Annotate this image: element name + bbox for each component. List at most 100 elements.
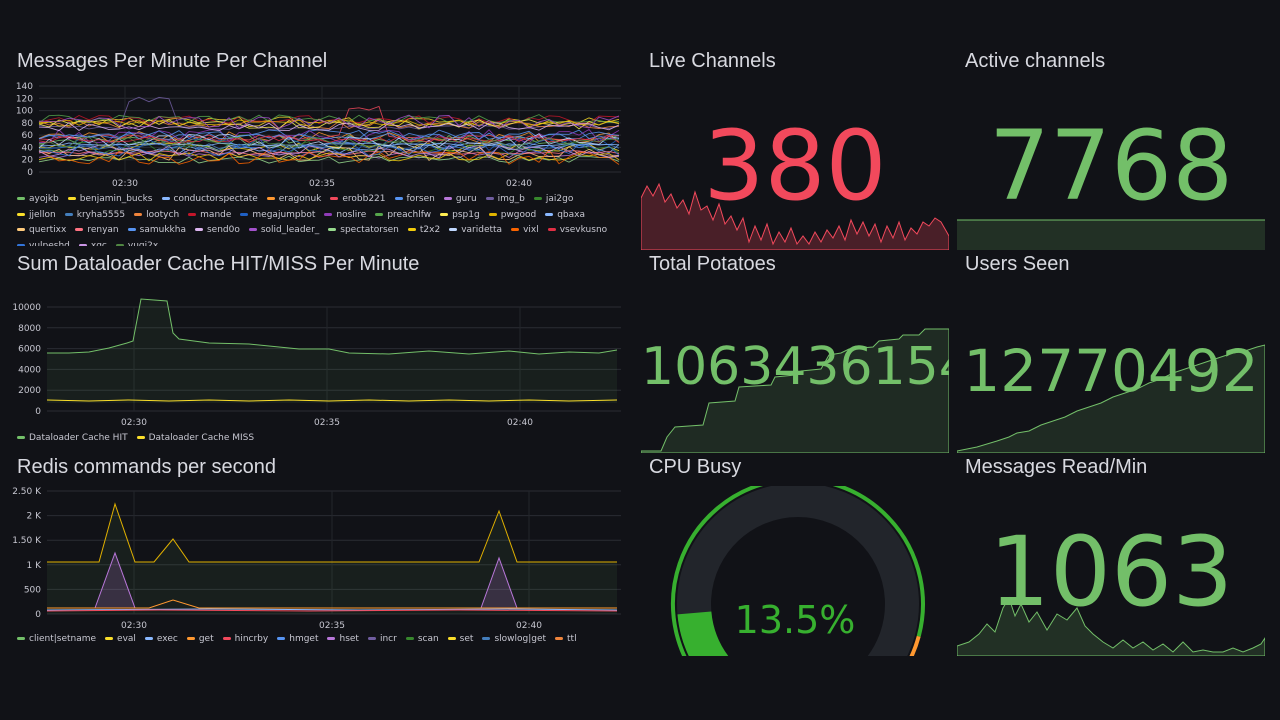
- legend-label: noslire: [336, 209, 367, 220]
- legend-item[interactable]: Dataloader Cache HIT: [17, 431, 128, 447]
- legend-item[interactable]: scan: [405, 632, 439, 648]
- legend-item[interactable]: ayojkb: [17, 192, 59, 208]
- messages-y-tick: 120: [16, 94, 33, 104]
- legend-label: img_b: [497, 194, 525, 204]
- legend-label: qbaxa: [557, 209, 585, 220]
- legend-swatch: [405, 637, 414, 640]
- panel-redis-commands[interactable]: Redis commands per second 2.50 K 2 K 1.50 …: [9, 456, 631, 652]
- legend-item[interactable]: solid_leader_: [248, 223, 319, 239]
- legend-item[interactable]: Dataloader Cache MISS: [136, 431, 254, 447]
- panel-dataloader-cache[interactable]: Sum Dataloader Cache HIT/MISS Per Minute…: [9, 253, 631, 448]
- legend-item[interactable]: img_b: [485, 192, 525, 208]
- legend-item[interactable]: jjellon: [17, 208, 56, 224]
- legend-item[interactable]: vixl: [511, 223, 539, 239]
- legend-item[interactable]: psp1g: [440, 208, 480, 224]
- panel-total-potatoes[interactable]: Total Potatoes 1063436154: [641, 253, 949, 453]
- legend-item[interactable]: kryha5555: [64, 208, 125, 224]
- legend-item[interactable]: quertixx: [17, 223, 66, 239]
- legend-label: exec: [156, 634, 178, 644]
- legend-item[interactable]: hmget: [277, 632, 318, 648]
- legend-item[interactable]: spectatorsen: [328, 223, 399, 239]
- legend-item[interactable]: slowlog|get: [482, 632, 546, 648]
- legend-swatch: [240, 212, 249, 216]
- messages-chart[interactable]: 140 120 100 80 60 40 20 0 02:30 02:35 02:40: [9, 78, 631, 218]
- legend-item[interactable]: ttl: [555, 632, 577, 648]
- legend-item[interactable]: t2x2: [407, 223, 440, 239]
- legend-swatch: [449, 228, 458, 231]
- messages-y-tick: 140: [16, 82, 33, 92]
- redis-y-tick: 500: [24, 585, 41, 595]
- legend-label: jjellon: [29, 209, 56, 220]
- legend-item[interactable]: erobb221: [330, 192, 386, 208]
- messages-legend: ayojkb benjamin_bucks conductorspectate era…: [17, 192, 622, 246]
- legend-item[interactable]: benjamin_bucks: [67, 192, 153, 208]
- panel-title: Messages Per Minute Per Channel: [17, 50, 328, 72]
- legend-item[interactable]: forsen: [394, 192, 435, 208]
- legend-item[interactable]: qbaxa: [545, 208, 585, 224]
- users-seen-value: 12770492: [963, 337, 1259, 405]
- cache-y-tick: 0: [35, 407, 41, 417]
- legend-swatch: [545, 212, 554, 216]
- legend-item[interactable]: get: [186, 632, 214, 648]
- users-seen-sparkline: [957, 344, 1265, 453]
- legend-item[interactable]: vulpeshd: [17, 239, 70, 246]
- legend-item[interactable]: noslire: [324, 208, 366, 224]
- legend-item[interactable]: eval: [105, 632, 136, 648]
- legend-swatch: [248, 228, 257, 231]
- legend-item[interactable]: hincrby: [222, 632, 269, 648]
- legend-item[interactable]: incr: [367, 632, 397, 648]
- legend-item[interactable]: varidetta: [449, 223, 502, 239]
- legend-label: jai2go: [545, 194, 574, 204]
- panel-live-channels[interactable]: Live Channels 380: [641, 50, 949, 250]
- redis-chart[interactable]: 2.50 K 2 K 1.50 K 1 K 500 0 02:30 02:35 02:40: [9, 484, 631, 634]
- legend-item[interactable]: yugi2x: [115, 239, 158, 246]
- legend-item[interactable]: hset: [327, 632, 359, 648]
- legend-swatch: [367, 637, 376, 640]
- legend-item[interactable]: lootych: [134, 208, 179, 224]
- legend-item[interactable]: client|setname: [17, 632, 96, 648]
- panel-users-seen[interactable]: Users Seen 12770492: [957, 253, 1265, 453]
- legend-label: erobb221: [342, 194, 386, 204]
- legend-item[interactable]: pwgood: [488, 208, 536, 224]
- legend-label: eval: [117, 634, 136, 644]
- legend-item[interactable]: guru: [443, 192, 477, 208]
- messages-read-sparkline: [957, 596, 1265, 656]
- panel-cpu-busy[interactable]: CPU Busy 13.5%: [641, 456, 949, 656]
- legend-swatch: [136, 436, 145, 439]
- messages-y-tick: 20: [22, 156, 34, 166]
- legend-item[interactable]: renyan: [75, 223, 119, 239]
- legend-item[interactable]: set: [447, 632, 473, 648]
- panel-messages-per-minute[interactable]: Messages Per Minute Per Channel 140 120 10…: [9, 50, 631, 246]
- legend-item[interactable]: samukkha: [127, 223, 186, 239]
- cache-miss-line: [46, 399, 618, 402]
- series-line-jjellon: [38, 116, 620, 128]
- legend-label: renyan: [87, 225, 119, 235]
- legend-item[interactable]: jai2go: [533, 192, 574, 208]
- cache-x-tick: 02:30: [121, 418, 147, 428]
- legend-item[interactable]: send0o: [194, 223, 240, 239]
- legend-item[interactable]: preachlfw: [375, 208, 431, 224]
- legend-item[interactable]: mande: [188, 208, 231, 224]
- legend-label: preachlfw: [387, 209, 432, 220]
- legend-item[interactable]: vsevkusno: [547, 223, 607, 239]
- legend-item[interactable]: xqc: [78, 239, 107, 246]
- legend-label: benjamin_bucks: [79, 194, 153, 204]
- series-line-erobb221: [38, 105, 620, 142]
- legend-swatch: [17, 243, 25, 246]
- panel-active-channels[interactable]: Active channels 7768: [957, 50, 1265, 250]
- legend-swatch: [64, 212, 73, 216]
- legend-label: hincrby: [234, 634, 269, 644]
- messages-read-value: 1063: [988, 516, 1234, 628]
- panel-title: Sum Dataloader Cache HIT/MISS Per Minute: [17, 253, 420, 275]
- panel-messages-read[interactable]: Messages Read/Min 1063: [957, 456, 1265, 656]
- legend-item[interactable]: exec: [144, 632, 178, 648]
- legend-swatch: [78, 243, 87, 246]
- redis-client-line: [46, 609, 618, 612]
- panel-title: Active channels: [965, 50, 1106, 72]
- legend-item[interactable]: megajumpbot: [240, 208, 315, 224]
- legend-label: forsen: [406, 194, 435, 204]
- legend-item[interactable]: conductorspectate: [161, 192, 258, 208]
- legend-item[interactable]: eragonuk: [266, 192, 321, 208]
- cache-chart[interactable]: 10000 8000 6000 4000 2000 0 02:30 02:35 02:40: [9, 283, 631, 433]
- legend-swatch: [375, 212, 384, 216]
